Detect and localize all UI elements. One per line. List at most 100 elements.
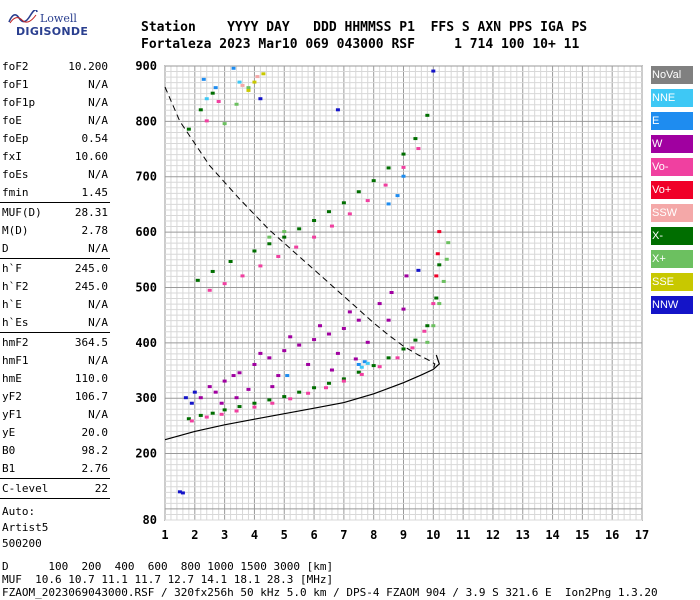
digisonde-logo: Lowell DIGISONDE [4, 4, 88, 44]
echo-point-e [395, 194, 400, 198]
param-label: foF2 [2, 60, 29, 73]
echo-point-x- [356, 370, 361, 374]
param-label: yF1 [2, 408, 22, 421]
header-line1: Station YYYY DAY DDD HHMMSS P1 FFS S AXN… [141, 20, 588, 35]
echo-point-x- [195, 278, 200, 282]
param-row: C-level 22 [0, 480, 112, 498]
legend-item-sse: SSE [651, 273, 693, 291]
param-value: N/A [88, 242, 108, 255]
echo-point-w [270, 385, 275, 389]
logo-line2: DIGISONDE [16, 25, 89, 38]
param-row: foF1 N/A [0, 76, 112, 94]
legend-item-x-: X- [651, 227, 693, 245]
echo-point-nnw [183, 396, 188, 400]
echo-point-x- [252, 401, 257, 405]
echo-point-x- [252, 249, 257, 253]
echo-point-vo- [306, 391, 311, 395]
echo-point-vo- [422, 329, 427, 333]
profile-solid-curve [164, 354, 440, 441]
echo-point-w [282, 349, 287, 353]
echo-point-e [231, 66, 236, 70]
echo-point-x- [186, 417, 191, 421]
legend-item-vo-: Vo+ [651, 181, 693, 199]
footer: D 100 200 400 600 800 1000 1500 3000 [km… [2, 560, 658, 599]
param-row: foEs N/A [0, 166, 112, 184]
echo-point-vo- [416, 147, 421, 151]
footer-muf-row: MUF 10.6 10.7 11.1 11.7 12.7 14.1 18.1 2… [2, 573, 334, 586]
echo-point-e [356, 362, 361, 366]
echo-point-x- [371, 179, 376, 183]
echo-point-x- [431, 324, 436, 328]
echo-point-w [213, 390, 218, 394]
echo-point-x- [425, 340, 430, 344]
echo-point-x- [444, 257, 449, 261]
echo-point-sse [252, 80, 257, 84]
echo-point-x- [210, 269, 215, 273]
echo-point-w [347, 310, 352, 314]
param-row: M(D) 2.78 [0, 222, 112, 240]
echo-point-x- [186, 127, 191, 131]
echo-point-w [252, 362, 257, 366]
param-value: 106.7 [74, 390, 108, 403]
y-tick-label: 500 [135, 280, 157, 294]
echo-point-vo- [365, 199, 370, 203]
param-label: C-level [2, 482, 49, 495]
param-row: foF1p N/A [0, 94, 112, 112]
echo-point-nnw [180, 491, 185, 495]
echo-point-w [365, 340, 370, 344]
echo-point-vo- [189, 419, 194, 423]
echo-point-vo- [341, 379, 346, 383]
x-tick-label: 14 [545, 528, 559, 542]
legend-item-x-: X+ [651, 250, 693, 268]
param-value: 1.45 [81, 186, 109, 199]
echo-point-vo- [276, 255, 281, 259]
echo-point-w [222, 379, 227, 383]
legend-item-w: W [651, 135, 693, 153]
echo-point-vo- [435, 252, 440, 256]
echo-point-w [341, 326, 346, 330]
echo-point-w [219, 401, 224, 405]
echo-point-w [267, 356, 272, 360]
param-row: B1 2.76 [0, 460, 112, 478]
param-value: 10.60 [74, 150, 108, 163]
legend-item-ssw: SSW [651, 204, 693, 222]
echo-point-x- [198, 413, 203, 417]
param-label: h`E [2, 298, 22, 311]
legend-item-nnw: NNW [651, 296, 693, 314]
echo-point-x- [282, 230, 287, 234]
echo-point-x- [312, 386, 317, 390]
echo-point-nnw [192, 390, 197, 394]
x-tick-label: 9 [400, 528, 407, 542]
param-row: foE N/A [0, 112, 112, 130]
echo-point-x- [237, 405, 242, 409]
echo-point-x- [246, 86, 251, 90]
echo-point-w [297, 343, 302, 347]
param-value: N/A [88, 96, 108, 109]
param-label: yF2 [2, 390, 22, 403]
legend-item-vo-: Vo- [651, 158, 693, 176]
echo-point-sse [246, 88, 251, 92]
echo-point-x- [326, 210, 331, 214]
echo-point-w [237, 371, 242, 375]
echo-point-vo- [434, 274, 439, 278]
param-row: hmE 110.0 [0, 370, 112, 388]
param-value: 2.78 [81, 224, 109, 237]
echo-point-vo- [437, 230, 442, 234]
param-label: hmF2 [2, 336, 29, 349]
param-row: hmF1 N/A [0, 352, 112, 370]
echo-point-vo- [207, 288, 212, 292]
echo-point-x- [312, 219, 317, 223]
auto-scaling-line: Auto: [2, 505, 36, 518]
x-tick-label: 17 [635, 528, 649, 542]
param-value: N/A [88, 408, 108, 421]
param-value: 2.76 [81, 462, 109, 475]
param-value: 10.200 [68, 60, 108, 73]
auto-scaling-line: Artist5 [2, 521, 49, 534]
echo-point-vo- [377, 365, 382, 369]
echo-point-x- [437, 263, 442, 267]
param-row: yF1 N/A [0, 406, 112, 424]
echo-point-w [353, 357, 358, 361]
echo-point-x- [356, 190, 361, 194]
parameter-panel: foF2 10.200 foF1 N/A foF1p N/A foE N/A foEp 0.54 f… [0, 58, 112, 552]
